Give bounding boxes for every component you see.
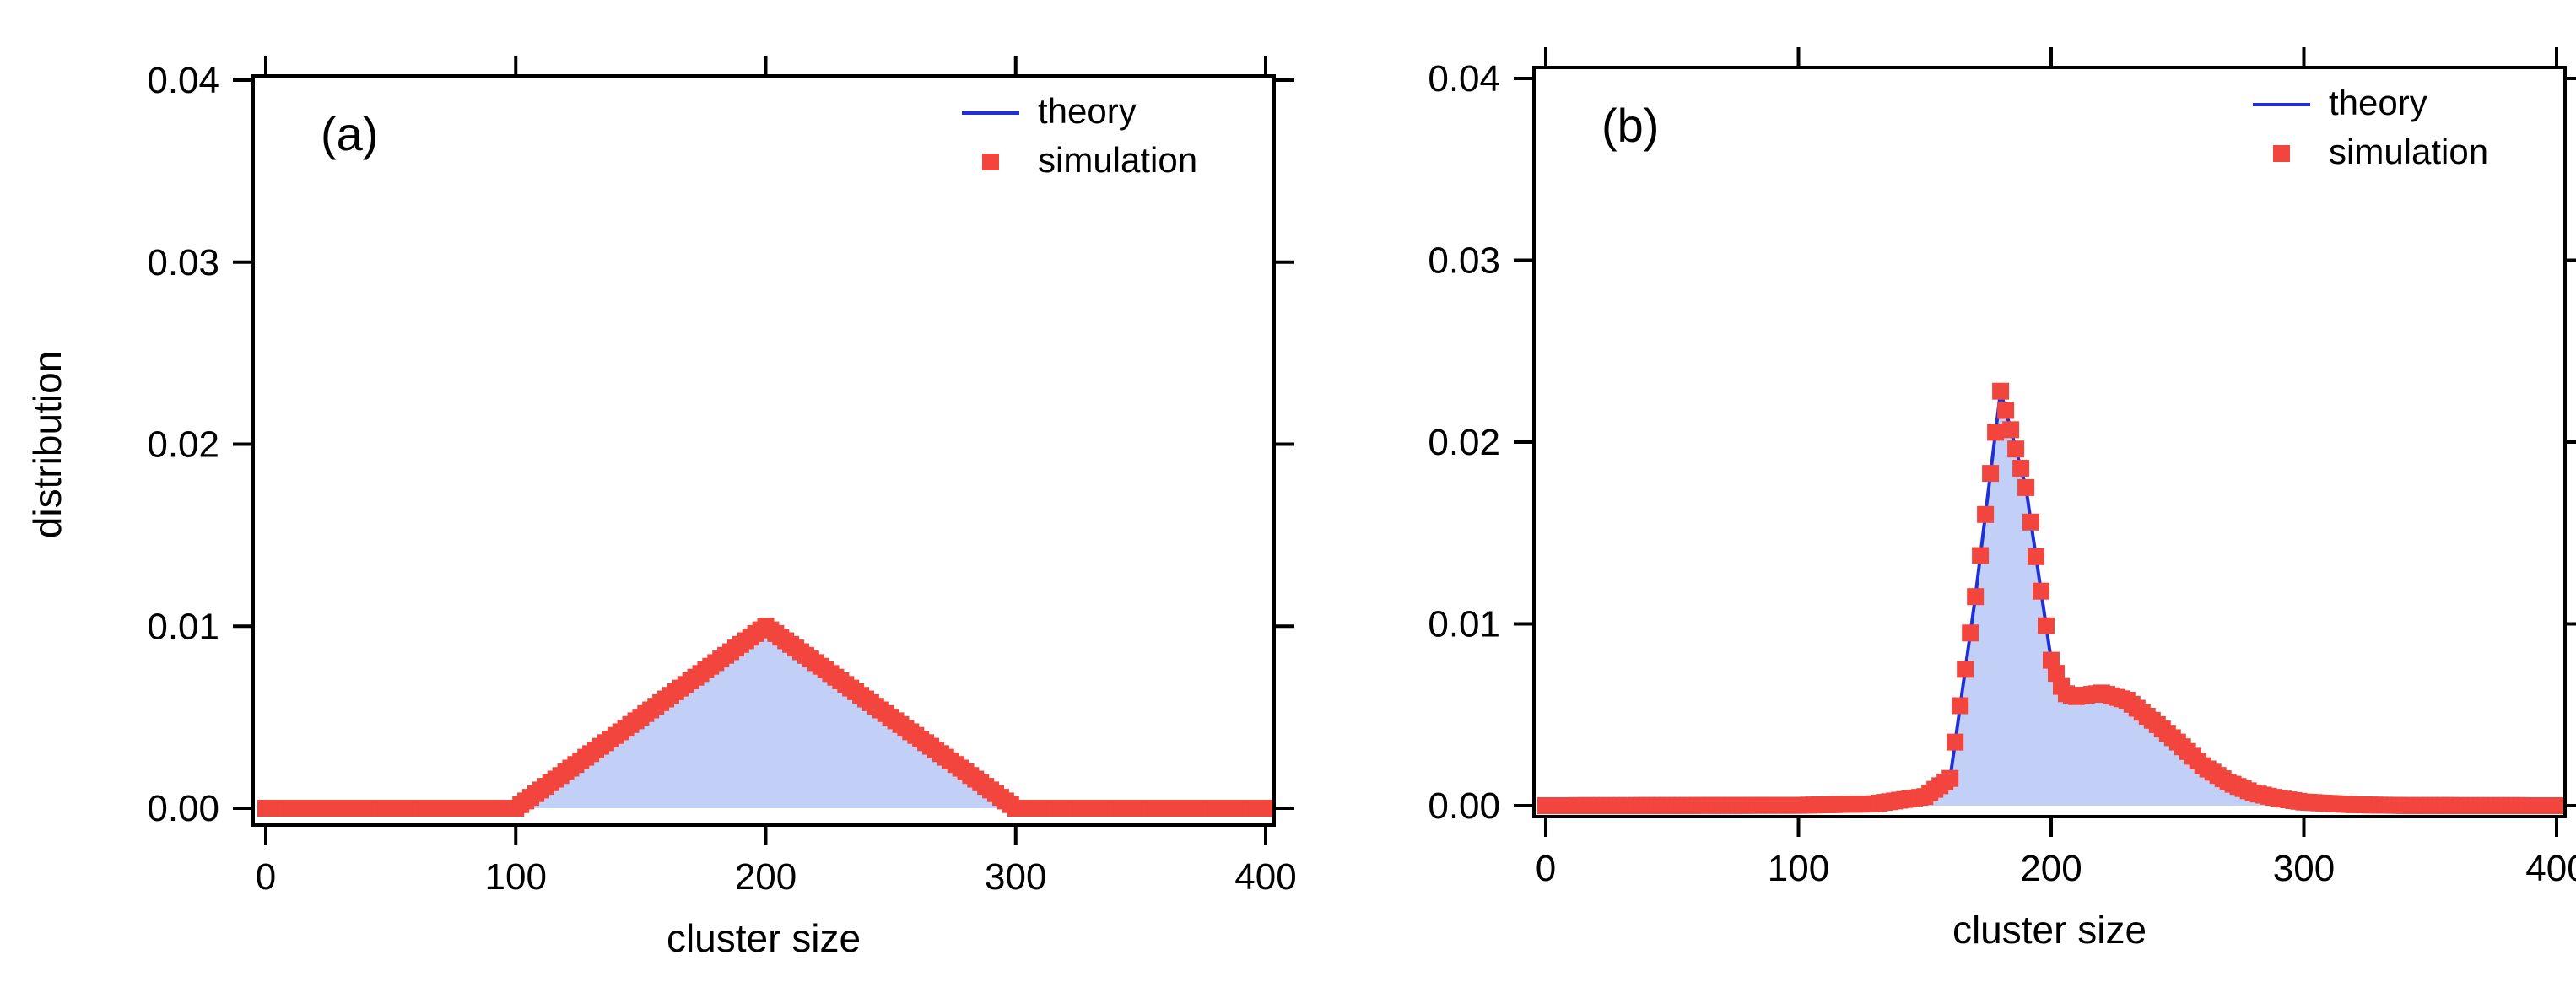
legend-theory-label: theory xyxy=(1038,91,1137,131)
simulation-point xyxy=(1987,424,2005,441)
x-tick-label: 0 xyxy=(256,856,276,898)
legend-simulation-label: simulation xyxy=(1038,140,1197,180)
simulation-point xyxy=(2028,548,2044,565)
simulation-point xyxy=(2002,421,2020,439)
x-tick-label: 100 xyxy=(485,856,547,898)
x-axis-title: cluster size xyxy=(667,916,861,960)
simulation-point xyxy=(2048,665,2065,683)
legend-theory-label: theory xyxy=(2329,83,2427,122)
simulation-markers xyxy=(257,618,1274,817)
simulation-point xyxy=(1977,505,1995,523)
legend-simulation-swatch xyxy=(982,154,999,170)
y-tick-label: 0.02 xyxy=(1428,422,1500,463)
simulation-point xyxy=(2022,513,2039,531)
y-tick-label: 0.01 xyxy=(147,606,219,647)
y-tick-label: 0.04 xyxy=(147,60,219,101)
simulation-point xyxy=(1972,547,1990,564)
y-tick-label: 0.03 xyxy=(147,242,219,283)
simulation-point xyxy=(1967,588,1985,606)
area-fill xyxy=(266,626,1266,808)
simulation-point xyxy=(1992,382,2010,400)
simulation-point xyxy=(2007,440,2025,458)
x-axis-title: cluster size xyxy=(1952,908,2147,952)
panel-a: 0 100 200 300 400 0.00 0.01 0.02 0.03 0.04 cluster… xyxy=(147,56,1297,960)
panel-label: (b) xyxy=(1601,99,1659,152)
simulation-point xyxy=(1962,624,1979,642)
y-tick-label: 0.04 xyxy=(1428,58,1500,100)
simulation-point xyxy=(1257,800,1274,817)
panel-b: 0 100 200 300 400 0.00 0.01 0.02 0.03 0.04 cluster… xyxy=(1428,47,2576,952)
simulation-point xyxy=(2548,797,2565,814)
simulation-point xyxy=(1941,769,1959,787)
simulation-point xyxy=(2017,478,2035,496)
x-tick-label: 300 xyxy=(985,856,1046,898)
x-tick-label: 200 xyxy=(2020,848,2082,889)
simulation-point xyxy=(1957,661,1974,678)
y-tick-label: 0.02 xyxy=(147,424,219,466)
y-tick-label: 0.01 xyxy=(1428,604,1500,645)
x-tick-label: 0 xyxy=(1536,848,1556,889)
simulation-point xyxy=(2033,582,2049,600)
legend-simulation-swatch xyxy=(2273,145,2290,162)
simulation-point xyxy=(2038,617,2055,634)
y-tick-label: 0.00 xyxy=(147,788,219,829)
area-fill xyxy=(1546,391,2557,806)
plot-frame xyxy=(251,74,1276,827)
simulation-point xyxy=(1982,465,2000,483)
x-tick-label: 400 xyxy=(1234,856,1296,898)
y-tick-label: 0.00 xyxy=(1428,785,1500,827)
simulation-point xyxy=(2012,460,2030,477)
x-tick-label: 400 xyxy=(2525,848,2576,889)
legend-simulation-label: simulation xyxy=(2329,132,2488,171)
simulation-markers xyxy=(1537,382,2565,814)
simulation-point xyxy=(2043,651,2060,669)
simulation-point xyxy=(1997,402,2015,419)
simulation-point xyxy=(1947,733,1964,751)
x-tick-label: 300 xyxy=(2273,848,2335,889)
x-tick-label: 100 xyxy=(1768,848,1829,889)
y-tick-label: 0.03 xyxy=(1428,240,1500,282)
x-tick-label: 200 xyxy=(735,856,797,898)
y-axis-title: distribution xyxy=(25,351,69,538)
simulation-point xyxy=(1952,697,1969,715)
panel-label: (a) xyxy=(321,107,378,160)
